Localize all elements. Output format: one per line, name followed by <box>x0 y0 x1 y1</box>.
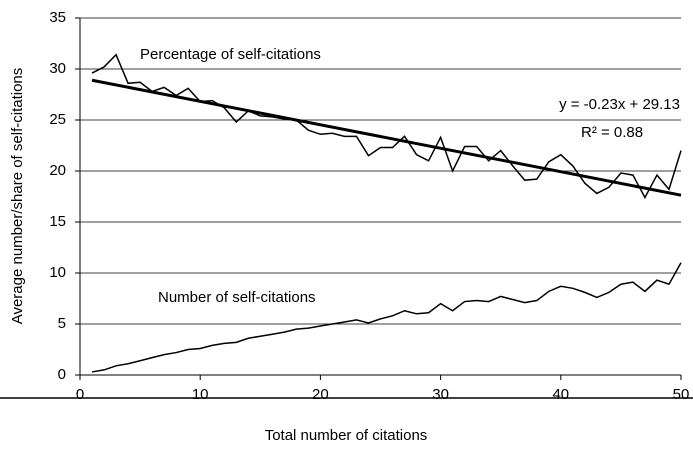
y-tick-label: 15 <box>49 213 66 230</box>
x-tick-label: 40 <box>552 386 569 403</box>
y-tick-label: 25 <box>49 111 66 128</box>
x-tick-label: 10 <box>192 386 209 403</box>
series-line <box>91 262 682 373</box>
series-label: Percentage of self-citations <box>140 46 321 63</box>
y-tick-label: 10 <box>49 264 66 281</box>
trend-r-squared: R² = 0.88 <box>581 124 643 141</box>
x-tick-label: 0 <box>76 386 84 403</box>
y-axis-title: Average number/share of self-citations <box>9 68 26 325</box>
series-line <box>91 53 682 200</box>
trend-line <box>91 78 682 197</box>
x-tick-label: 20 <box>312 386 329 403</box>
x-axis-title: Total number of citations <box>265 427 428 444</box>
y-tick-label: 35 <box>49 9 66 26</box>
y-tick-label: 0 <box>58 366 66 383</box>
trend-equation: y = -0.23x + 29.13 <box>559 96 680 113</box>
y-tick-label: 5 <box>58 315 66 332</box>
y-tick-label: 30 <box>49 60 66 77</box>
x-tick-label: 30 <box>432 386 449 403</box>
y-tick-label: 20 <box>49 162 66 179</box>
series-label: Number of self-citations <box>158 289 316 306</box>
x-tick-label: 50 <box>673 386 690 403</box>
